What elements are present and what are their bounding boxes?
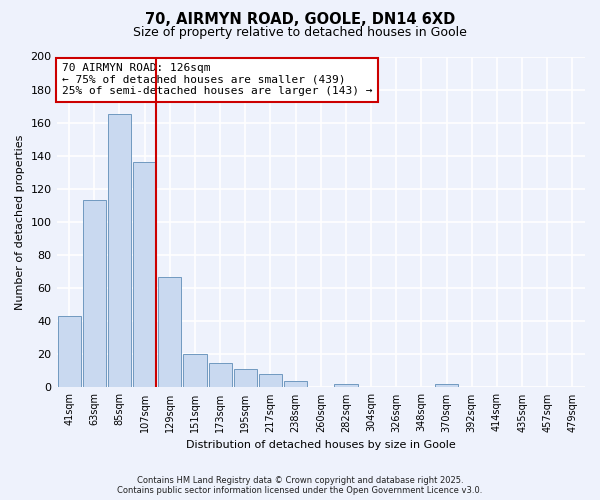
Bar xyxy=(108,114,131,388)
Bar xyxy=(334,384,358,388)
Bar xyxy=(83,200,106,388)
X-axis label: Distribution of detached houses by size in Goole: Distribution of detached houses by size … xyxy=(186,440,455,450)
Bar xyxy=(435,384,458,388)
Bar xyxy=(209,362,232,388)
Bar xyxy=(158,276,181,388)
Bar xyxy=(234,369,257,388)
Bar xyxy=(259,374,282,388)
Y-axis label: Number of detached properties: Number of detached properties xyxy=(15,134,25,310)
Bar xyxy=(284,381,307,388)
Text: Size of property relative to detached houses in Goole: Size of property relative to detached ho… xyxy=(133,26,467,39)
Text: 70, AIRMYN ROAD, GOOLE, DN14 6XD: 70, AIRMYN ROAD, GOOLE, DN14 6XD xyxy=(145,12,455,28)
Text: 70 AIRMYN ROAD: 126sqm
← 75% of detached houses are smaller (439)
25% of semi-de: 70 AIRMYN ROAD: 126sqm ← 75% of detached… xyxy=(62,63,373,96)
Bar xyxy=(184,354,206,388)
Bar xyxy=(58,316,80,388)
Bar xyxy=(133,162,156,388)
Text: Contains HM Land Registry data © Crown copyright and database right 2025.
Contai: Contains HM Land Registry data © Crown c… xyxy=(118,476,482,495)
